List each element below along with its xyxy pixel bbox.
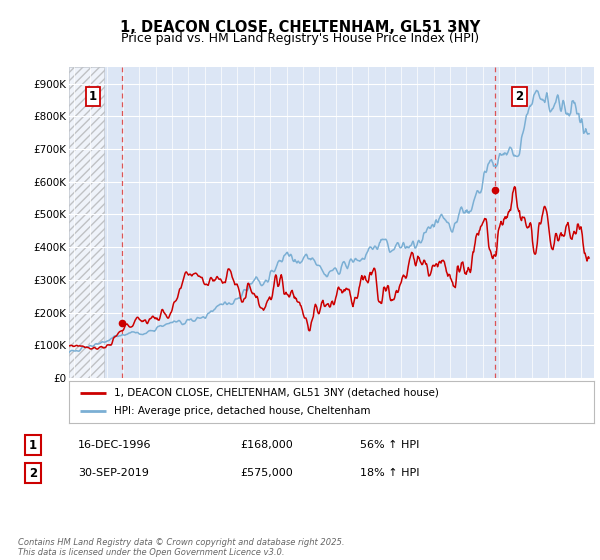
Text: 1, DEACON CLOSE, CHELTENHAM, GL51 3NY: 1, DEACON CLOSE, CHELTENHAM, GL51 3NY	[120, 20, 480, 35]
Text: 30-SEP-2019: 30-SEP-2019	[78, 468, 149, 478]
Text: £168,000: £168,000	[240, 440, 293, 450]
Text: HPI: Average price, detached house, Cheltenham: HPI: Average price, detached house, Chel…	[113, 406, 370, 416]
Text: 1, DEACON CLOSE, CHELTENHAM, GL51 3NY (detached house): 1, DEACON CLOSE, CHELTENHAM, GL51 3NY (d…	[113, 388, 439, 398]
Text: 56% ↑ HPI: 56% ↑ HPI	[360, 440, 419, 450]
Text: Price paid vs. HM Land Registry's House Price Index (HPI): Price paid vs. HM Land Registry's House …	[121, 32, 479, 45]
Text: 18% ↑ HPI: 18% ↑ HPI	[360, 468, 419, 478]
Text: 2: 2	[29, 466, 37, 480]
Text: 16-DEC-1996: 16-DEC-1996	[78, 440, 151, 450]
Text: Contains HM Land Registry data © Crown copyright and database right 2025.
This d: Contains HM Land Registry data © Crown c…	[18, 538, 344, 557]
Text: 1: 1	[29, 438, 37, 452]
Text: 2: 2	[515, 90, 524, 103]
Text: £575,000: £575,000	[240, 468, 293, 478]
Text: 1: 1	[89, 90, 97, 103]
